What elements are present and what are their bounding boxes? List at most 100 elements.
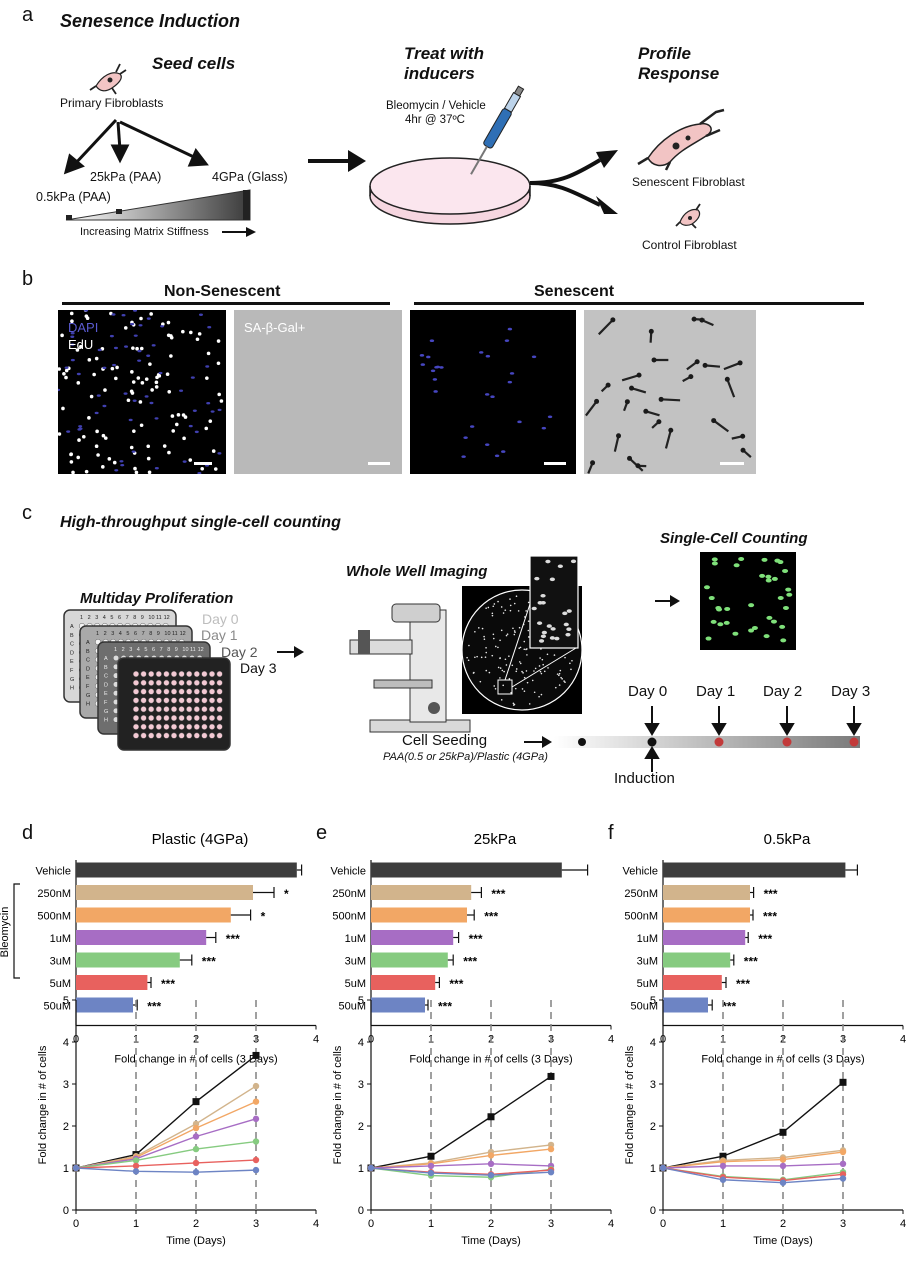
cell-dot: [499, 639, 501, 642]
micrograph-sagal-nonsenescent: SA-β-Gal+: [234, 310, 402, 474]
cell-dot: [493, 603, 496, 605]
x-tick-label: 4: [608, 1034, 614, 1046]
nucleus-dot: [84, 469, 89, 474]
nucleus-dot: [87, 358, 92, 362]
cell-dot: [549, 636, 555, 640]
sagal-label: SA-β-Gal+: [244, 320, 306, 335]
nucleus-dot: [219, 399, 224, 403]
nucleus-dot: [64, 375, 68, 380]
cell-dot: [488, 671, 491, 674]
data-point: [719, 1162, 727, 1170]
y-tick-label: 4: [63, 1037, 69, 1049]
bar-500nM: [663, 907, 750, 923]
plate-row-label: B: [86, 649, 90, 655]
data-point: [547, 1072, 555, 1080]
nuclei-dots: [58, 310, 224, 474]
nucleus-dot: [69, 452, 73, 457]
plate-col-label: 3: [111, 631, 114, 637]
cell-dot: [534, 576, 540, 581]
nucleus-dot: [71, 470, 75, 474]
series-line-500nM: [75, 1100, 257, 1169]
category-label: 5uM: [345, 978, 366, 990]
data-point: [192, 1159, 200, 1167]
whole-well-image: [461, 555, 583, 714]
treat-sub-1: Bleomycin / Vehicle: [386, 100, 486, 112]
counted-cell-dot: [748, 628, 755, 633]
significance-label: ***: [449, 977, 463, 991]
plate-row-label: C: [86, 658, 90, 664]
day-2-label: Day 2: [221, 644, 258, 660]
stain-mark: [702, 362, 708, 368]
nucleus-dot: [146, 444, 151, 449]
nucleus-dot: [131, 450, 136, 453]
counted-cell-dot: [761, 557, 768, 562]
nucleus-dot: [165, 372, 170, 376]
nucleus-dot: [182, 436, 186, 441]
nucleus-dot: [137, 359, 142, 362]
treat-title-2: inducers: [404, 64, 475, 83]
panel-letter-b: b: [22, 268, 34, 290]
nucleus-dot: [501, 450, 506, 453]
well-dot: [170, 679, 178, 686]
nucleus-dot: [420, 363, 426, 366]
nucleus-dot: [150, 388, 154, 392]
cell-dot: [533, 670, 535, 672]
nucleus-dot: [78, 425, 83, 428]
nucleus-dot: [78, 427, 83, 430]
category-label: 5uM: [637, 978, 658, 990]
series-line-1uM: [662, 1163, 844, 1169]
stain-mark: [651, 357, 657, 363]
well-dot: [132, 688, 140, 695]
nucleus-dot: [485, 354, 491, 358]
well-dot: [178, 697, 185, 704]
plate-col-label: 8: [167, 647, 170, 653]
cell-dot: [543, 670, 546, 673]
stain-mark: [636, 372, 642, 378]
cell-dot: [537, 601, 543, 605]
data-point: [487, 1152, 495, 1159]
cell-dot: [485, 607, 487, 609]
bar-5uM: [663, 975, 722, 990]
well-dot: [193, 706, 200, 713]
counted-cell-dot: [711, 557, 718, 562]
nucleus-dot: [139, 316, 143, 321]
category-label: Vehicle: [623, 866, 658, 878]
nucleus-dot: [188, 424, 193, 428]
cell-dot: [497, 600, 499, 603]
nucleus-dot: [102, 404, 107, 408]
nucleus-dot: [76, 372, 81, 376]
significance-label: ***: [763, 910, 777, 924]
series-line-5uM: [75, 1159, 257, 1169]
stain-mark: [613, 435, 620, 452]
micrograph-dapi-senescent: [410, 310, 576, 474]
well-dot: [186, 723, 193, 730]
data-point: [252, 1166, 260, 1174]
plate-row-label: H: [86, 702, 90, 708]
cell-dot: [571, 659, 573, 662]
cell-dot: [494, 688, 497, 690]
bar-Vehicle: [76, 862, 297, 878]
nucleus-dot: [95, 429, 99, 434]
bleomycin-label: Bleomycin: [0, 907, 11, 958]
nucleus-dot: [171, 429, 176, 433]
nucleus-dot: [208, 419, 213, 423]
x-axis-label: Time (Days): [461, 1235, 520, 1247]
plate-col-label: 3: [129, 647, 132, 653]
plate-row-label: F: [70, 668, 74, 674]
significance-label: ***: [147, 1000, 161, 1014]
stain-mark: [621, 374, 640, 382]
bar-50uM: [76, 997, 133, 1013]
plate-col-label: 11: [156, 615, 162, 621]
well-dot: [201, 679, 208, 686]
plate-col-label: 1: [80, 615, 83, 621]
plate-row-label: A: [104, 656, 108, 662]
pipette-icon: [470, 85, 525, 175]
well-dot: [193, 732, 200, 739]
series-line-50uM: [662, 1167, 844, 1184]
x-tick-label: 4: [313, 1034, 319, 1046]
nucleus-dot: [102, 366, 107, 370]
cell-dot: [531, 679, 534, 682]
well-dot: [148, 688, 155, 695]
significance-label: ***: [469, 932, 483, 946]
well-dot: [132, 714, 140, 722]
